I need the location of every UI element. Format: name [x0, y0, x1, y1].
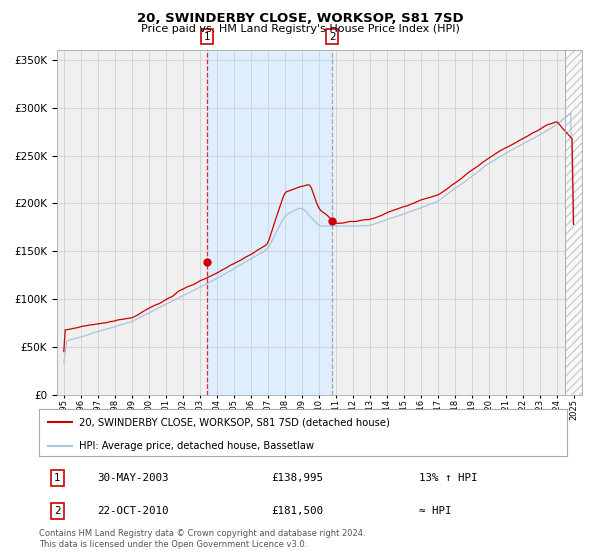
Text: 13% ↑ HPI: 13% ↑ HPI — [419, 473, 478, 483]
Text: ≈ HPI: ≈ HPI — [419, 506, 452, 516]
Text: 2: 2 — [54, 506, 61, 516]
Text: 1: 1 — [203, 32, 210, 42]
Text: 1: 1 — [54, 473, 61, 483]
Text: 22-OCT-2010: 22-OCT-2010 — [97, 506, 169, 516]
Bar — [207, 50, 332, 395]
Text: HPI: Average price, detached house, Bassetlaw: HPI: Average price, detached house, Bass… — [79, 441, 314, 451]
Text: Contains HM Land Registry data © Crown copyright and database right 2024.
This d: Contains HM Land Registry data © Crown c… — [39, 529, 365, 549]
Bar — [565, 50, 582, 395]
Text: Price paid vs. HM Land Registry's House Price Index (HPI): Price paid vs. HM Land Registry's House … — [140, 24, 460, 34]
Text: 2: 2 — [329, 32, 335, 42]
Text: £138,995: £138,995 — [271, 473, 323, 483]
Text: 20, SWINDERBY CLOSE, WORKSOP, S81 7SD: 20, SWINDERBY CLOSE, WORKSOP, S81 7SD — [137, 12, 463, 25]
Text: 30-MAY-2003: 30-MAY-2003 — [97, 473, 169, 483]
Bar — [565, 50, 582, 395]
Text: 20, SWINDERBY CLOSE, WORKSOP, S81 7SD (detached house): 20, SWINDERBY CLOSE, WORKSOP, S81 7SD (d… — [79, 417, 389, 427]
Text: £181,500: £181,500 — [271, 506, 323, 516]
